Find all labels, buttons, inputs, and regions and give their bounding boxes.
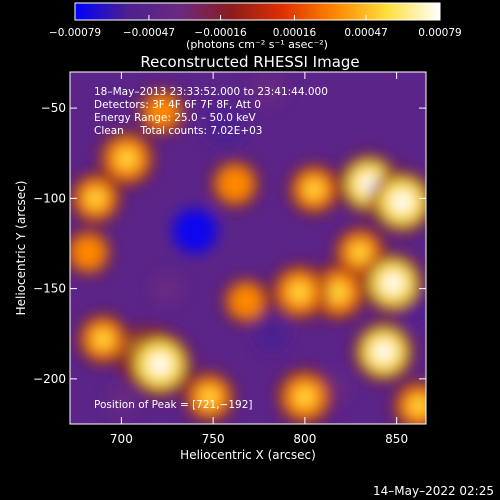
y-tick-label: −100 <box>33 191 66 205</box>
x-tick-label: 700 <box>110 432 133 446</box>
colorbar-tick-label: 0.00016 <box>273 27 317 39</box>
peak-position-label: Position of Peak = [721,−192] <box>94 399 253 411</box>
x-tick-label: 750 <box>202 432 225 446</box>
colorbar-ticks: −0.00079 −0.00047 −0.00016 0.00016 0.00047 0.… <box>49 15 462 39</box>
source-core <box>117 149 137 168</box>
negative-source-blob <box>150 271 185 306</box>
negative-source-blob <box>106 385 137 416</box>
source-core <box>238 293 254 309</box>
plot-frame <box>69 71 427 425</box>
colorbar-units-label: (photons cm⁻² s⁻¹ asec⁻²) <box>186 38 328 51</box>
x-axis-label: Heliocentric X (arcsec) <box>180 448 316 462</box>
x-axis: 700 750 800 850 <box>110 72 408 446</box>
y-axis: −50 −100 −150 −200 <box>33 101 426 386</box>
source-core <box>391 191 413 213</box>
source-core <box>373 341 394 362</box>
colorbar: −0.00079 −0.00047 −0.00016 0.00016 0.00047 0.… <box>49 2 462 51</box>
y-tick-label: −50 <box>41 101 66 115</box>
source-core <box>410 397 426 415</box>
source-core <box>94 330 112 348</box>
source-blobs <box>70 72 426 424</box>
chart-title: Reconstructed RHESSI Image <box>140 53 359 71</box>
colorbar-tick-label: 0.00079 <box>418 27 461 39</box>
annotation-time-range: 18–May–2013 23:33:52.000 to 23:41:44.000 <box>94 86 328 98</box>
negative-source-blob <box>203 105 245 147</box>
source-core <box>295 387 315 407</box>
source-core <box>80 244 97 261</box>
negative-source-blob <box>172 208 218 254</box>
x-tick-label: 800 <box>293 432 316 446</box>
source-core <box>87 189 105 207</box>
image-area <box>70 72 426 424</box>
colorbar-gradient <box>74 2 441 21</box>
negative-source-blob <box>252 314 291 353</box>
source-core <box>351 244 369 262</box>
annotation-block: 18–May–2013 23:33:52.000 to 23:41:44.000… <box>94 86 328 137</box>
annotation-detectors: Detectors: 3F 4F 6F 7F 8F, Att 0 <box>94 99 261 111</box>
source-core <box>382 273 404 294</box>
colorbar-tick-label: 0.00047 <box>344 27 387 39</box>
y-tick-label: −200 <box>33 372 66 386</box>
colorbar-tick-label: −0.00047 <box>123 27 175 39</box>
colorbar-tick-label: −0.00079 <box>49 27 101 39</box>
y-tick-label: −150 <box>33 282 66 296</box>
footer-timestamp: 14–May–2022 02:25 <box>373 484 494 498</box>
source-core <box>149 353 171 376</box>
colorbar-tick-label: −0.00016 <box>194 27 247 39</box>
source-core <box>227 175 244 193</box>
x-tick-label: 850 <box>385 432 408 446</box>
annotation-energy-range: Energy Range: 25.0 – 50.0 keV <box>94 112 256 124</box>
source-core <box>154 104 170 120</box>
annotation-clean-counts: Clean Total counts: 7.02E+03 <box>94 125 263 137</box>
source-core <box>200 388 218 406</box>
source-core <box>305 180 323 198</box>
y-axis-label: Heliocentric Y (arcsec) <box>14 181 28 316</box>
source-core <box>328 282 348 302</box>
negative-source-blob <box>251 72 286 108</box>
source-core <box>290 282 309 302</box>
